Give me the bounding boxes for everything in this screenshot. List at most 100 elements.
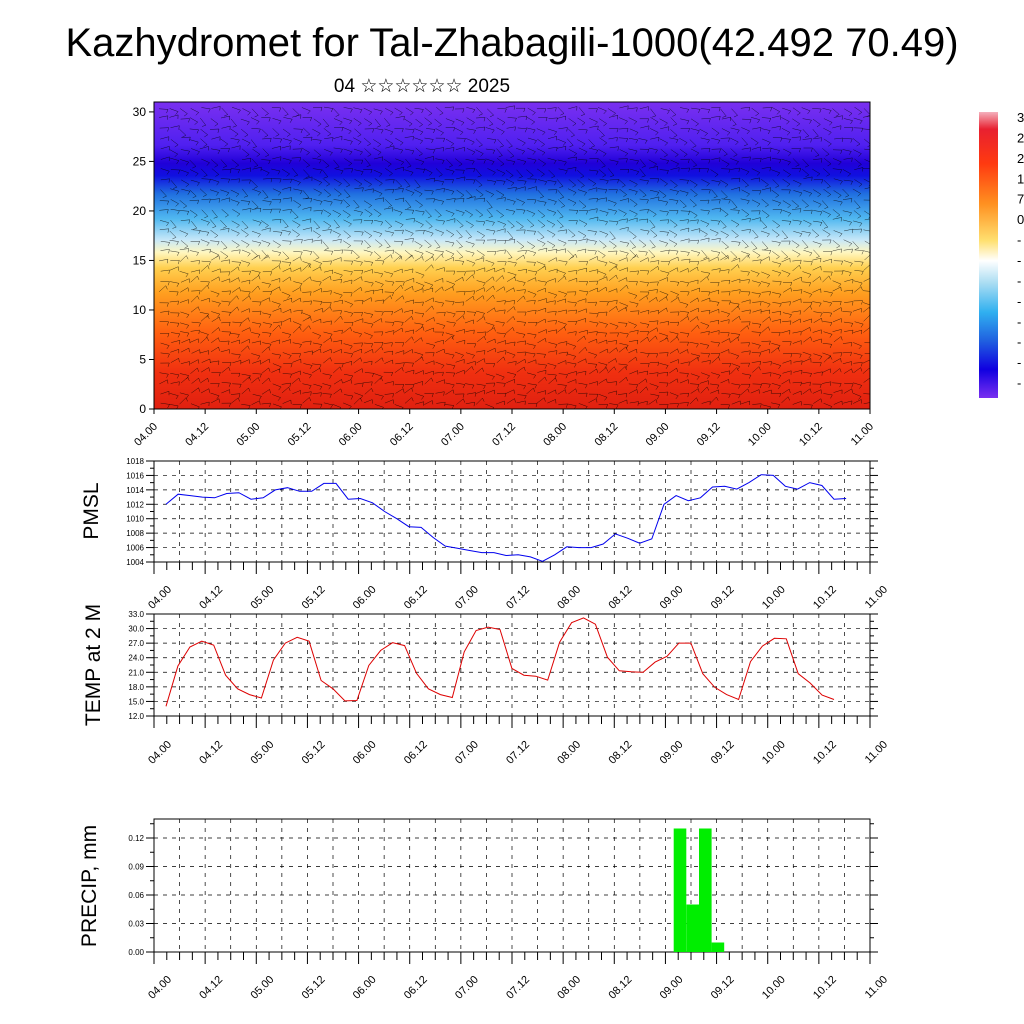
wind-barb [158,285,166,292]
wind-barb-flag [852,330,854,335]
wind-barb [752,403,762,405]
wind-barb [405,336,413,343]
wind-barb-flag [451,242,455,247]
wind-barb [170,180,177,188]
wind-barb [476,316,485,323]
wind-barb [699,380,709,384]
wind-barb [343,394,353,397]
wind-barb [833,400,843,405]
wind-barb [762,389,772,393]
wind-barb [781,388,790,395]
wind-barb-flag [168,178,170,183]
wind-barb [241,279,251,283]
wind-barb [821,200,829,208]
wind-barb [221,209,229,216]
wind-barb [262,322,272,325]
wind-barb [577,170,585,177]
wind-barb [721,338,730,343]
wind-barb [425,327,434,332]
wind-barb [619,284,627,292]
wind-barb [455,329,465,333]
wind-barb [864,254,870,261]
wind-barb-flag [166,321,169,326]
wind-barb-flag [310,316,312,321]
wind-barb [578,107,585,115]
wind-barb [403,309,413,313]
wind-barb [547,320,557,322]
wind-barb-flag [503,356,506,361]
wind-barb [261,240,271,244]
wind-barb [363,179,372,185]
wind-barb [538,179,547,182]
wind-barb [405,107,414,113]
wind-barb-flag [784,256,789,260]
wind-barb [465,241,475,245]
wind-barb-flag [860,367,863,372]
wind-barb [354,392,363,397]
wind-barb-flag [623,194,627,198]
wind-barb [497,350,507,353]
wind-barb [640,352,650,355]
wind-barb-flag [379,233,383,238]
wind-barb [670,290,679,295]
wind-barb-flag [176,291,179,296]
wind-barb-flag [502,322,505,327]
wind-barb-flag [677,403,679,408]
wind-barb-flag [432,352,435,357]
section-y-tick-label: 0 [139,402,146,416]
wind-barb [813,158,823,160]
wind-barb [853,362,863,364]
wind-barb [771,240,781,243]
wind-barb-flag [331,251,334,255]
wind-barb [230,118,237,126]
wind-barb [281,382,291,385]
wind-barb-flag [382,299,385,304]
wind-barb-flag [738,167,740,172]
wind-barb [404,229,414,234]
wind-barb [302,291,312,293]
wind-barb-flag [872,343,873,347]
x-tick-label: 08.00 [555,739,583,767]
wind-barb-flag [768,326,771,331]
wind-barb [271,250,281,253]
wind-barb [668,239,678,245]
wind-barb-flag [368,123,372,127]
wind-barb-flag [471,243,475,248]
wind-barb-flag [734,235,739,239]
wind-barb [262,178,272,180]
wind-barb [271,353,281,356]
wind-barb-flag [592,183,596,187]
wind-barb [179,392,189,396]
section-x-tick-label: 10.00 [746,421,774,449]
wind-barb [261,402,271,405]
wind-barb [181,338,190,343]
wind-barb-flag [212,226,217,229]
wind-barb-flag [766,233,770,238]
wind-barb [731,187,740,191]
wind-barb [414,179,421,187]
wind-barb [435,391,445,394]
wind-barb [608,250,618,252]
wind-barb [741,309,751,312]
wind-barb [191,349,200,354]
wind-barb-flag [299,190,303,195]
wind-barb-flag [675,333,679,338]
wind-barb [189,209,198,216]
wind-barb [189,189,197,197]
wind-barb [342,379,352,384]
wind-barb-flag [735,224,740,228]
wind-barb-flag [544,266,547,271]
wind-barb-flag [646,295,648,300]
wind-barb-flag [725,235,729,239]
wind-barb-flag [472,355,475,359]
wind-barb [384,271,393,275]
wind-barb-flag [758,366,761,371]
wind-barb-flag [256,121,260,125]
wind-barb [445,352,455,356]
wind-barb [822,275,830,283]
wind-barb [271,339,280,343]
wind-barb [210,148,220,151]
wind-barb-flag [166,302,169,307]
wind-barb [547,363,557,367]
